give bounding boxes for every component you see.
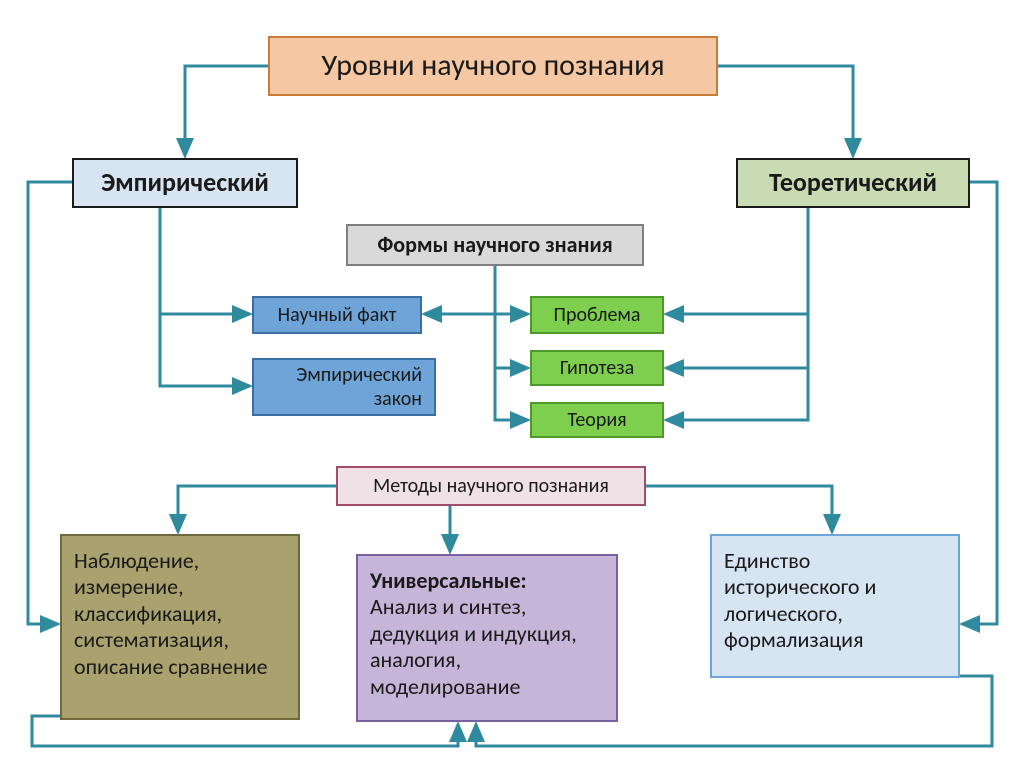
node-unity: Единство исторического и логического, фо… bbox=[710, 534, 960, 678]
node-label: Эмпирический bbox=[101, 167, 269, 198]
connector-edge bbox=[718, 66, 853, 156]
connector-edge bbox=[646, 486, 832, 532]
node-label: Теоретический bbox=[769, 167, 937, 198]
node-problem: Проблема bbox=[530, 296, 664, 334]
node-label: Эмпирический закон bbox=[266, 363, 422, 411]
node-label: Научный факт bbox=[278, 303, 397, 327]
connector-edge bbox=[666, 208, 808, 420]
connector-edge bbox=[424, 266, 495, 314]
node-label: Теория bbox=[567, 408, 626, 432]
node-observ: Наблюдение, измерение, классификация, си… bbox=[60, 534, 300, 720]
node-fact: Научный факт bbox=[252, 296, 422, 334]
node-universal: Универсальные:Анализ и синтез, дедукция … bbox=[356, 554, 618, 722]
connector-edge bbox=[185, 66, 268, 156]
node-methods: Методы научного познания bbox=[336, 466, 646, 506]
node-label: Наблюдение, измерение, классификация, си… bbox=[74, 548, 286, 680]
node-hypothesis: Гипотеза bbox=[530, 350, 664, 386]
node-label: Методы научного познания bbox=[373, 474, 609, 498]
connector-edge bbox=[178, 486, 336, 532]
node-emp_law: Эмпирический закон bbox=[252, 358, 436, 416]
node-empirical: Эмпирический bbox=[72, 158, 298, 208]
node-label: Универсальные:Анализ и синтез, дедукция … bbox=[370, 568, 604, 700]
connector-edge bbox=[962, 182, 997, 624]
connector-edge bbox=[666, 208, 808, 314]
node-theory: Теория bbox=[530, 402, 664, 438]
node-label: Уровни научного познания bbox=[321, 48, 664, 84]
connector-edge bbox=[495, 266, 528, 420]
connector-edge bbox=[160, 208, 250, 386]
connector-edge bbox=[495, 266, 528, 314]
connector-edge bbox=[666, 208, 808, 368]
node-label: Проблема bbox=[554, 303, 641, 327]
connector-edge bbox=[160, 208, 250, 314]
connector-edge bbox=[495, 266, 528, 368]
node-title: Уровни научного познания bbox=[268, 36, 718, 96]
node-label: Гипотеза bbox=[560, 356, 634, 380]
node-forms: Формы научного знания bbox=[346, 224, 644, 266]
node-label: Единство исторического и логического, фо… bbox=[724, 548, 946, 654]
node-theoretical: Теоретический bbox=[736, 158, 970, 208]
node-label: Формы научного знания bbox=[377, 232, 612, 258]
